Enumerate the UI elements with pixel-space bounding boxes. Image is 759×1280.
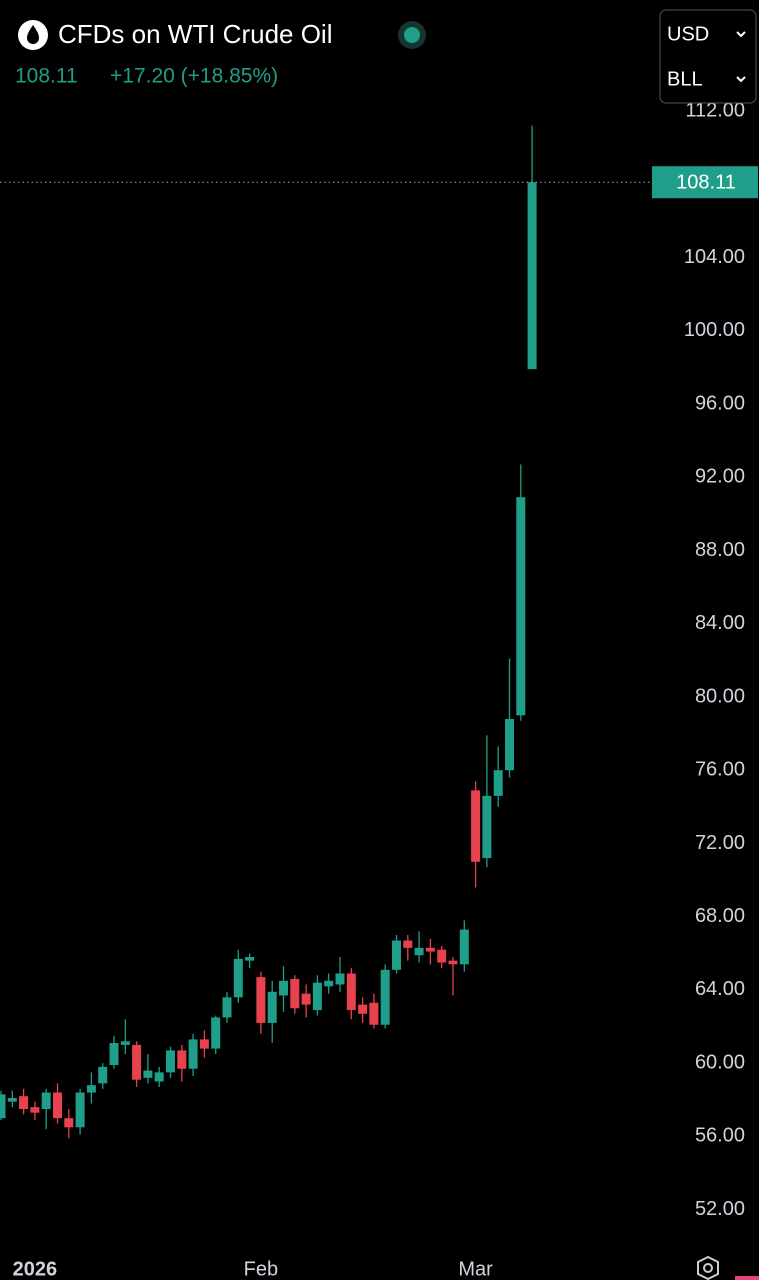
plot: 52.00 56.00 60.00 64.00 68.00 72.00 76.00 80.00… — [0, 99, 758, 1280]
y-tick-label: 56.00 — [695, 1125, 745, 1147]
candle-body — [7, 1098, 17, 1102]
last-price: 108.11 — [15, 65, 78, 88]
settings-icon[interactable] — [697, 1255, 719, 1280]
chevron — [736, 31, 746, 38]
candle-body — [267, 991, 277, 1023]
candle-body — [154, 1072, 164, 1082]
candle-body — [527, 182, 537, 370]
candle-body — [471, 790, 481, 862]
candle-body — [437, 949, 447, 963]
candle-body — [98, 1066, 108, 1084]
settings[interactable] — [697, 1255, 719, 1280]
candle-body — [369, 1002, 379, 1025]
candle-body — [414, 947, 424, 956]
chevron — [736, 76, 746, 83]
candle-body — [358, 1004, 368, 1014]
candle-body — [233, 958, 243, 998]
price-change: +17.20 (+18.85%) — [110, 65, 278, 88]
y-tick-label: 76.00 — [695, 759, 745, 781]
candle-body — [188, 1039, 198, 1069]
edge-marker — [735, 1276, 759, 1280]
candle-body — [335, 973, 345, 985]
candle-body — [222, 997, 232, 1018]
candle-body — [279, 980, 288, 996]
candle-body — [493, 770, 503, 796]
settings-icon-center — [703, 1263, 713, 1273]
last-price-tag — [652, 166, 758, 199]
currency[interactable]: USD — [667, 23, 709, 45]
candle-body — [312, 982, 322, 1011]
x-tick-label: 2026 — [13, 1258, 58, 1280]
x-tick-label: Feb — [244, 1258, 278, 1280]
status-dot — [404, 27, 420, 43]
drop-icon — [27, 25, 39, 44]
candle-body — [380, 969, 390, 1025]
candle-body — [256, 977, 266, 1023]
candle-body — [30, 1107, 40, 1113]
candle-body — [346, 973, 356, 1011]
y-tick-label: 52.00 — [695, 1198, 745, 1220]
candle-body — [86, 1085, 96, 1093]
y-tick-label: 100.00 — [684, 319, 745, 341]
candle-body — [53, 1092, 62, 1119]
y-tick-label: 72.00 — [695, 832, 745, 854]
y-tick-label: 80.00 — [695, 685, 745, 707]
candle-body — [120, 1041, 130, 1045]
candle-body — [392, 940, 401, 970]
candle-body — [211, 1017, 221, 1049]
last-price-tag-label: 108.11 — [676, 172, 736, 194]
candle-body — [425, 947, 435, 952]
y-tick-label: 92.00 — [695, 466, 745, 488]
title: CFDs on WTI Crude Oil — [58, 19, 333, 49]
header: CFDs on WTI Crude Oil 108.11 +17.20 (+18… — [15, 9, 757, 104]
y-tick-label: 104.00 — [684, 246, 745, 268]
selector-box[interactable] — [659, 9, 757, 104]
unit[interactable]: BLL — [667, 68, 703, 90]
y-tick-label: 112.00 — [685, 99, 745, 121]
x-tick-label: Mar — [458, 1258, 493, 1280]
candle-body — [19, 1096, 29, 1109]
candle-body — [166, 1050, 175, 1073]
candle-body — [516, 497, 526, 716]
candle-body — [177, 1050, 187, 1069]
y-tick-label: 60.00 — [695, 1051, 745, 1073]
candle-body — [64, 1118, 74, 1128]
candle-body — [75, 1092, 85, 1128]
candle-body — [109, 1043, 119, 1066]
candle-body — [324, 980, 334, 987]
candle-body — [290, 978, 300, 1009]
candle-body — [448, 960, 458, 965]
candle-body — [505, 718, 514, 771]
candle-body — [245, 957, 255, 961]
candle-body — [132, 1044, 142, 1080]
candle-body — [301, 993, 311, 1005]
y-tick-label: 64.00 — [695, 978, 745, 1000]
candle-body — [143, 1070, 153, 1078]
candle-body — [0, 1094, 6, 1119]
candle-body — [482, 795, 492, 859]
candle-body — [199, 1039, 209, 1049]
y-tick-label: 84.00 — [695, 612, 745, 634]
y-tick-label: 96.00 — [695, 392, 745, 414]
y-tick-label: 88.00 — [695, 539, 745, 561]
candle-body — [403, 940, 413, 948]
candle-body — [459, 929, 469, 965]
candle-body — [41, 1092, 51, 1109]
y-tick-label: 68.00 — [695, 905, 745, 927]
